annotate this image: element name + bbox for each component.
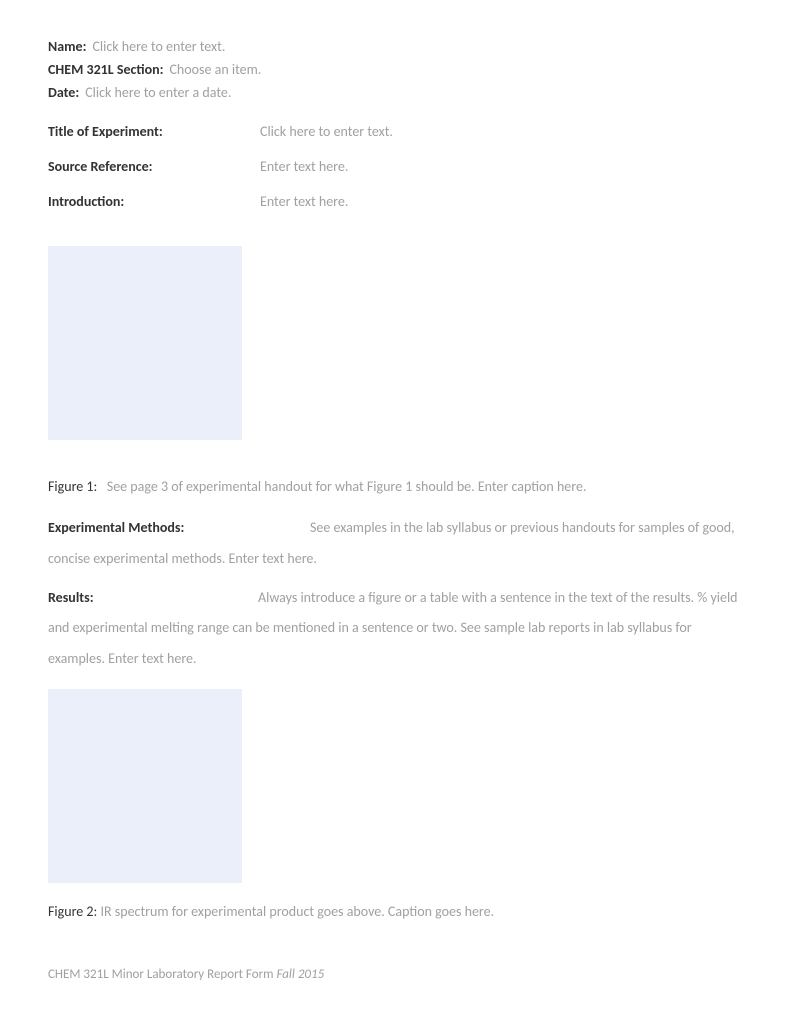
date-label: Date: bbox=[48, 82, 79, 103]
section-label: CHEM 321L Section: bbox=[48, 59, 163, 80]
intro-input[interactable]: Enter text here. bbox=[260, 191, 348, 212]
figure-1-label: Figure 1: bbox=[48, 478, 97, 495]
section-dropdown[interactable]: Choose an item. bbox=[169, 59, 261, 80]
footer-text: CHEM 321L Minor Laboratory Report Form F… bbox=[48, 965, 324, 985]
name-input[interactable]: Click here to enter text. bbox=[92, 36, 225, 57]
figure-1-caption-text[interactable]: See page 3 of experimental handout for w… bbox=[107, 478, 587, 495]
figure-1-placeholder[interactable] bbox=[48, 246, 242, 440]
source-input[interactable]: Enter text here. bbox=[260, 156, 348, 177]
results-label: Results: bbox=[48, 583, 258, 614]
footer-term: Fall 2015 bbox=[276, 967, 324, 982]
footer-main: CHEM 321L Minor Laboratory Report Form bbox=[48, 967, 276, 982]
intro-label: Introduction: bbox=[48, 191, 260, 212]
figure-2-label: Figure 2: bbox=[48, 903, 97, 920]
title-input[interactable]: Click here to enter text. bbox=[260, 121, 393, 142]
figure-2-placeholder[interactable] bbox=[48, 689, 242, 883]
date-input[interactable]: Click here to enter a date. bbox=[85, 82, 231, 103]
methods-label: Experimental Methods: bbox=[48, 513, 310, 544]
figure-2-caption-input[interactable]: IR spectrum for experimental product goe… bbox=[100, 903, 494, 920]
title-label: Title of Experiment: bbox=[48, 121, 260, 142]
name-label: Name: bbox=[48, 36, 86, 57]
source-label: Source Reference: bbox=[48, 156, 260, 177]
